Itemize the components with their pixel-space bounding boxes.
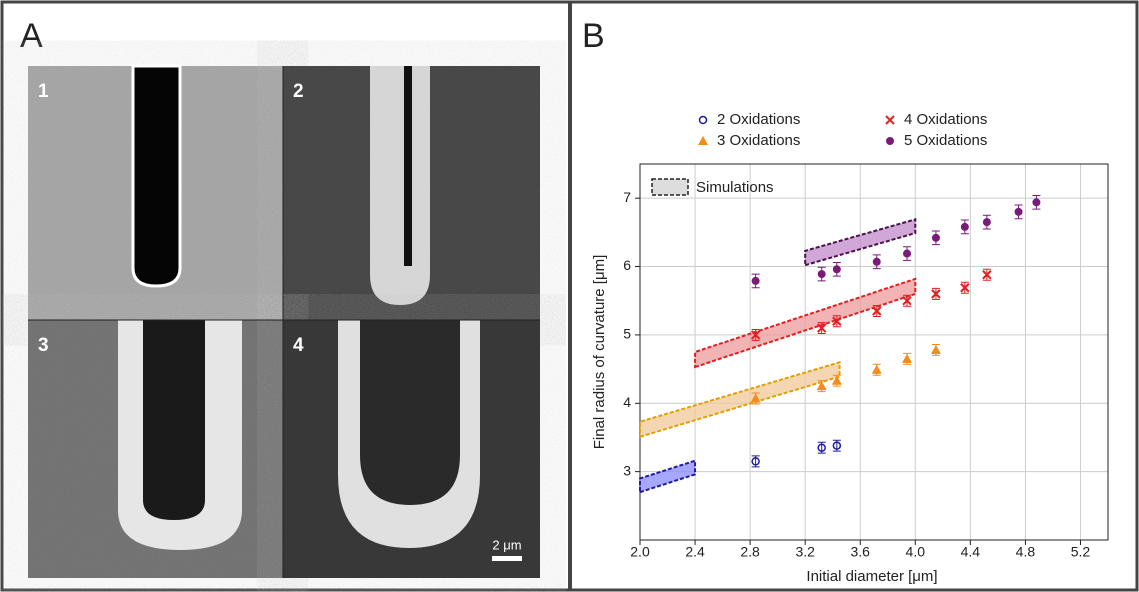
x-tick-label: 5.2 (1071, 544, 1091, 560)
legend-label: Simulations (696, 179, 774, 196)
marker (930, 344, 941, 354)
plot-frame (639, 163, 1109, 541)
marker (1032, 198, 1041, 207)
marker (960, 283, 970, 293)
scale-bar (492, 556, 522, 561)
legend-label: 4 Oxidations (904, 111, 987, 128)
marker (832, 265, 841, 274)
u-shape (370, 66, 430, 305)
marker (902, 296, 912, 306)
marker (817, 443, 826, 452)
sem-images (28, 64, 540, 578)
x-tick-label: 3.2 (795, 544, 815, 560)
x-tick-label: 2.4 (685, 544, 705, 560)
x-tick-label: 4.8 (1016, 544, 1036, 560)
marker (931, 289, 941, 299)
legend-label: 3 Oxidations (717, 132, 800, 149)
y-tick-label: 7 (623, 189, 631, 205)
simulation-band (694, 277, 917, 369)
slot (131, 64, 182, 288)
panel-label: A (20, 17, 43, 55)
marker (872, 306, 882, 316)
slot (143, 320, 205, 520)
marker (750, 393, 761, 403)
x-tick-label: 4.4 (961, 544, 981, 560)
x-tick-label: 2.0 (630, 544, 650, 560)
x-tick-label: 4.0 (906, 544, 926, 560)
x-axis-label: Initial diameter [μm] (806, 568, 937, 585)
legend-marker (886, 137, 894, 145)
legend-label: 2 Oxidations (717, 111, 800, 128)
marker (817, 270, 826, 279)
image-label: 1 (38, 81, 49, 102)
marker (903, 249, 912, 258)
legend-marker (698, 115, 708, 125)
marker (872, 257, 881, 266)
marker (1014, 207, 1023, 216)
y-tick-label: 3 (623, 462, 631, 478)
slot (404, 66, 412, 266)
image-label: 4 (293, 335, 304, 356)
marker (982, 218, 991, 227)
panel-label: B (582, 17, 605, 55)
marker (871, 364, 882, 374)
legend-marker (698, 136, 708, 145)
x-tick-label: 2.8 (740, 544, 760, 560)
y-tick-label: 4 (623, 394, 631, 410)
legend-label: 5 Oxidations (904, 132, 987, 149)
x-tick-label: 3.6 (851, 544, 871, 560)
marker (816, 381, 827, 391)
simulation-band (639, 360, 841, 439)
marker (751, 276, 760, 285)
marker (960, 222, 969, 231)
simulation-band (639, 459, 697, 494)
image-label: 2 (293, 81, 304, 102)
marker (831, 375, 842, 385)
legend-swatch (651, 178, 689, 196)
image-label: 3 (38, 335, 49, 356)
legend-marker (885, 115, 895, 125)
slot (360, 320, 460, 505)
marker (816, 323, 827, 333)
marker (750, 330, 761, 340)
y-tick-label: 5 (623, 326, 631, 342)
marker (931, 233, 940, 242)
scale-label: 2 μm (492, 537, 521, 552)
marker (751, 457, 760, 466)
marker (982, 270, 992, 280)
marker (832, 441, 842, 450)
marker (832, 316, 842, 326)
simulation-band (804, 218, 917, 267)
y-axis-label: Final radius of curvature [μm] (591, 255, 608, 450)
marker (902, 353, 913, 363)
y-tick-label: 6 (623, 257, 631, 273)
